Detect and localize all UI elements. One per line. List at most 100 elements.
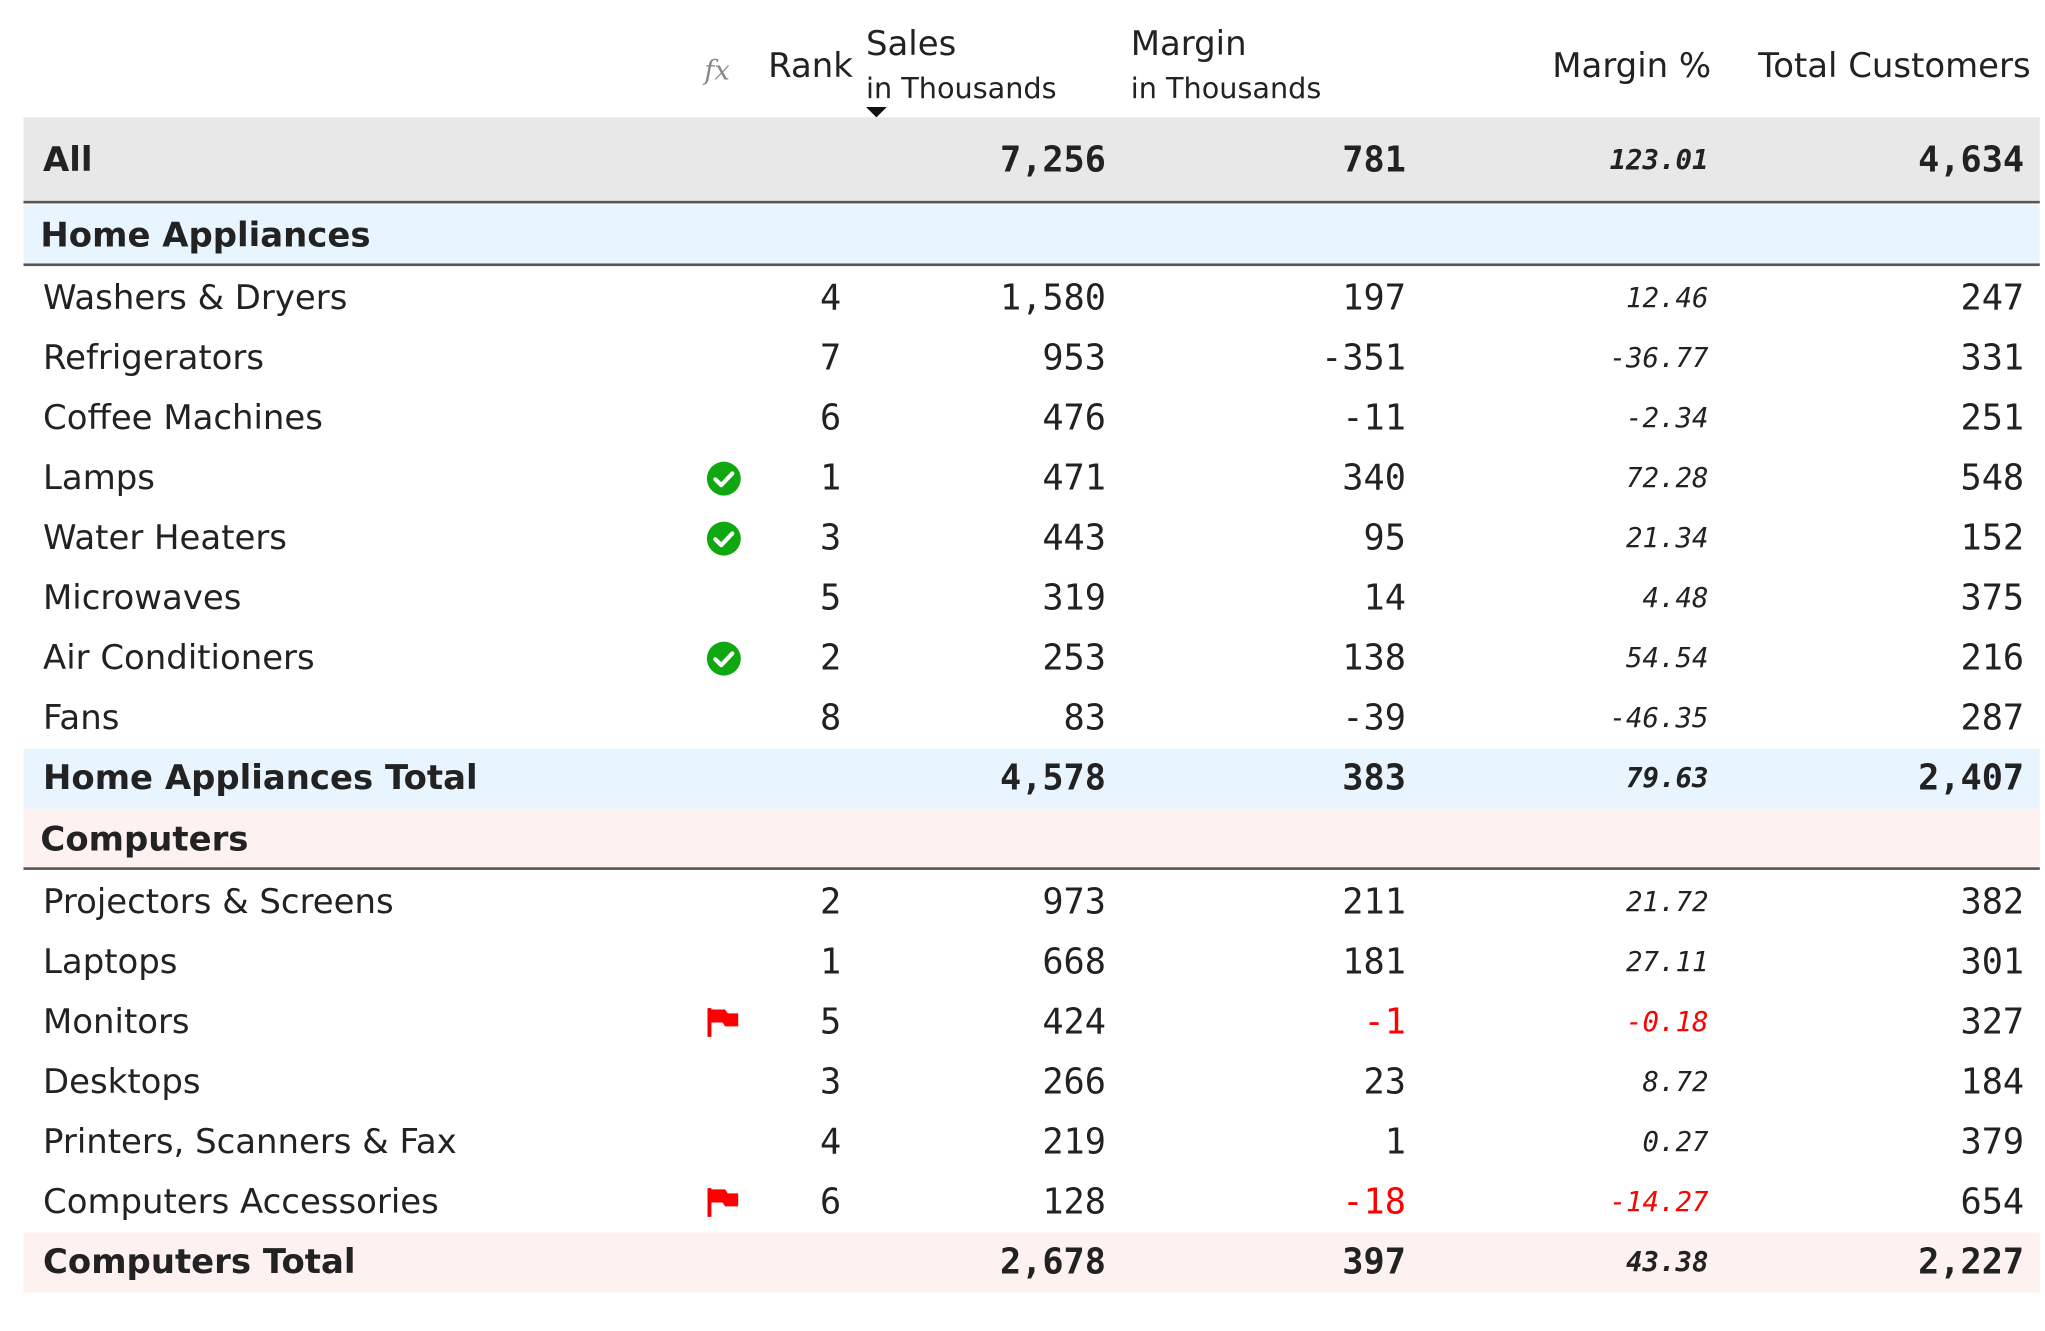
grand-total-bg: [23, 117, 2040, 203]
sales-cell: 2,678: [999, 1242, 1106, 1283]
check-icon: [706, 461, 741, 496]
rank-cell: 1: [819, 942, 842, 983]
fx-button[interactable]: fx: [704, 54, 730, 87]
margin-cell: 197: [1342, 278, 1406, 319]
row-label: Desktops: [43, 1062, 201, 1103]
sales-cell: 4,578: [999, 758, 1106, 799]
row-label: Computers Accessories: [43, 1182, 439, 1223]
sort-arrow: [865, 106, 887, 118]
customers-cell: 184: [1960, 1062, 2025, 1103]
row-label: Fans: [43, 699, 120, 739]
rank-cell: 5: [819, 1002, 842, 1043]
divider: [23, 263, 2040, 267]
margin-pct-cell: -36.77: [1609, 342, 1709, 374]
rank-header[interactable]: Rank: [768, 46, 853, 87]
margin-cell: 781: [1342, 140, 1406, 181]
margin-pct-cell: 4.48: [1642, 582, 1709, 614]
row-label: Refrigerators: [43, 339, 264, 379]
customers-cell: 301: [1960, 942, 2025, 983]
customers-cell: 375: [1960, 578, 2025, 619]
margin-pct-cell: -0.18: [1626, 1006, 1709, 1038]
sales-cell: 83: [1063, 698, 1106, 739]
customers-cell: 379: [1960, 1122, 2025, 1163]
sales-cell: 424: [1042, 1002, 1106, 1043]
margin-cell: 340: [1342, 458, 1406, 499]
check-icon: [706, 521, 741, 556]
sales-cell: 1,580: [999, 278, 1106, 319]
sales-cell: 443: [1042, 518, 1106, 559]
margin-pct-cell: 12.46: [1626, 282, 1709, 314]
customers-cell: 152: [1960, 518, 2025, 559]
margin-pct-cell: 54.54: [1626, 642, 1709, 674]
margin-pct-cell: 21.34: [1626, 522, 1709, 554]
check-icon: [706, 641, 741, 676]
customers-cell: 654: [1960, 1182, 2025, 1223]
margin-cell: 211: [1342, 882, 1406, 923]
margin-pct-cell: 0.27: [1642, 1126, 1709, 1158]
divider: [23, 867, 2040, 870]
group-header-bg: [23, 808, 2040, 869]
margin-cell: 138: [1342, 638, 1406, 679]
margin-pct-header[interactable]: Margin %: [1552, 46, 1712, 87]
customers-cell: 216: [1960, 638, 2025, 679]
sales-header[interactable]: Sales: [865, 24, 957, 64]
customers-header[interactable]: Total Customers: [1758, 46, 2031, 87]
margin-cell: -351: [1321, 338, 1406, 379]
rank-cell: 3: [819, 1062, 842, 1103]
group-total-bg: [23, 748, 2040, 809]
margin-cell: 383: [1342, 758, 1406, 799]
row-label: Printers, Scanners & Fax: [43, 1122, 457, 1163]
rank-cell: 4: [819, 278, 842, 319]
flag-icon: [707, 1188, 739, 1217]
margin-header[interactable]: Margin: [1130, 24, 1247, 64]
margin-cell: 1: [1384, 1122, 1406, 1163]
row-label: Coffee Machines: [43, 399, 323, 439]
group-header: Computers: [40, 820, 249, 860]
margin-pct-cell: 43.38: [1626, 1246, 1709, 1278]
margin-cell: -11: [1342, 398, 1406, 439]
flag-icon: [707, 1008, 739, 1037]
margin-cell: 95: [1363, 518, 1406, 559]
customers-cell: 327: [1960, 1002, 2025, 1043]
margin-pct-cell: -46.35: [1609, 702, 1709, 734]
sales-cell: 319: [1042, 578, 1106, 619]
sales-cell: 953: [1042, 338, 1106, 379]
customers-cell: 331: [1960, 338, 2025, 379]
margin-cell: 14: [1363, 578, 1406, 619]
margin-cell: -1: [1363, 1002, 1406, 1043]
rank-cell: 2: [819, 638, 842, 679]
sales-cell: 253: [1042, 638, 1106, 679]
rank-cell: 5: [819, 578, 842, 619]
sales-cell: 668: [1042, 942, 1106, 983]
group-header-bg: [23, 204, 2040, 265]
margin-cell: -39: [1342, 698, 1406, 739]
rank-cell: 3: [819, 518, 842, 559]
margin-cell: 23: [1363, 1062, 1406, 1103]
rank-cell: 1: [819, 458, 842, 499]
customers-cell: 247: [1960, 278, 2025, 319]
sales-cell: 973: [1042, 882, 1106, 923]
rank-cell: 4: [819, 1122, 842, 1163]
total-label: All: [43, 140, 93, 180]
row-label: Water Heaters: [43, 519, 287, 559]
margin-pct-cell: -2.34: [1626, 402, 1709, 434]
customers-cell: 382: [1960, 882, 2025, 923]
sales-cell: 7,256: [999, 140, 1106, 181]
sales-cell: 471: [1042, 458, 1106, 499]
rank-cell: 6: [819, 398, 842, 439]
row-label: Microwaves: [43, 579, 242, 619]
margin-pct-cell: 8.72: [1642, 1066, 1709, 1098]
margin-pct-cell: 72.28: [1626, 462, 1709, 494]
customers-cell: 548: [1960, 458, 2025, 499]
rank-cell: 6: [819, 1182, 842, 1223]
row-label: Laptops: [43, 942, 178, 983]
sales-cell: 219: [1042, 1122, 1106, 1163]
customers-cell: 287: [1960, 698, 2025, 739]
customers-cell: 4,634: [1918, 140, 2025, 181]
row-label: Washers & Dryers: [43, 279, 348, 319]
sales-cell: 476: [1042, 398, 1106, 439]
customers-cell: 2,407: [1918, 758, 2025, 799]
total-label: Home Appliances Total: [43, 759, 478, 799]
customers-cell: 2,227: [1918, 1242, 2025, 1283]
sales-subheader: in Thousands: [865, 73, 1057, 106]
